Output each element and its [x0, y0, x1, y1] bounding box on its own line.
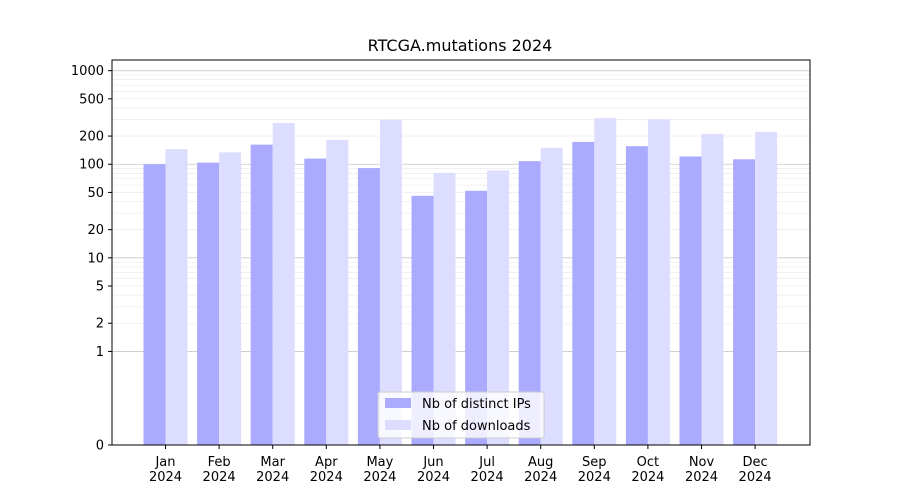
bar-downloads	[755, 131, 778, 445]
y-tick-label: 1000	[71, 64, 104, 79]
x-tick-label: Jun	[422, 455, 443, 470]
x-tick-label: May	[366, 455, 393, 470]
legend-swatch-downloads	[385, 420, 411, 430]
bar-distinct-ips	[304, 158, 327, 445]
x-tick-label: 2024	[363, 470, 396, 485]
bar-downloads	[647, 119, 670, 445]
x-tick-label: Mar	[260, 455, 285, 470]
x-tick-label: Dec	[743, 455, 768, 470]
y-tick-label: 2	[96, 317, 104, 332]
x-tick-label: 2024	[256, 470, 289, 485]
x-tick-label: Nov	[689, 455, 715, 470]
bar-distinct-ips	[465, 190, 488, 445]
bar-downloads	[433, 172, 456, 445]
x-tick-label: 2024	[149, 470, 182, 485]
y-tick-label: 20	[87, 223, 104, 238]
legend-box	[377, 391, 545, 439]
bar-distinct-ips	[572, 141, 595, 445]
x-tick-label: Jan	[154, 455, 175, 470]
y-tick-label: 0	[96, 439, 104, 454]
x-tick-label: 2024	[471, 470, 504, 485]
bar-distinct-ips	[143, 164, 166, 445]
bar-downloads	[379, 119, 402, 445]
x-tick-label: Jul	[478, 455, 495, 470]
chart-title: RTCGA.mutations 2024	[368, 36, 553, 55]
legend: Nb of distinct IPs Nb of downloads	[377, 391, 545, 439]
bar-distinct-ips	[625, 146, 648, 445]
y-axis: 0 1 2 5 10 20 50 100 200 500 1000	[71, 64, 112, 454]
bar-distinct-ips	[250, 144, 273, 445]
x-tick-label: 2024	[631, 470, 664, 485]
bar-downloads	[326, 139, 349, 445]
plot-frame	[111, 59, 811, 446]
x-tick-label: Oct	[637, 455, 659, 470]
x-axis: Jan2024Feb2024Mar2024Apr2024May2024Jun20…	[149, 445, 772, 485]
bar-downloads	[272, 122, 295, 446]
x-tick-label: 2024	[310, 470, 343, 485]
legend-label-downloads: Nb of downloads	[422, 419, 531, 434]
x-tick-label: Sep	[582, 455, 607, 470]
y-tick-label: 200	[79, 130, 104, 145]
bar-distinct-ips	[733, 159, 756, 446]
x-tick-label: 2024	[203, 470, 236, 485]
y-tick-label: 500	[79, 92, 104, 107]
bar-downloads	[165, 149, 188, 445]
bar-downloads	[219, 152, 242, 445]
legend-swatch-ips	[385, 398, 411, 408]
x-tick-label: 2024	[524, 470, 557, 485]
bars	[143, 118, 778, 446]
y-tick-label: 50	[87, 186, 104, 201]
x-tick-label: Feb	[208, 455, 231, 470]
x-tick-label: 2024	[417, 470, 450, 485]
bar-downloads	[487, 170, 510, 445]
x-tick-label: 2024	[739, 470, 772, 485]
y-tick-label: 1	[96, 345, 104, 360]
x-tick-label: Apr	[315, 455, 338, 470]
y-tick-label: 100	[79, 158, 104, 173]
bar-distinct-ips	[197, 162, 220, 445]
bar-downloads	[701, 133, 724, 445]
legend-label-ips: Nb of distinct IPs	[422, 397, 531, 412]
bar-distinct-ips	[357, 168, 380, 445]
bar-distinct-ips	[518, 161, 541, 445]
x-tick-label: Aug	[528, 455, 553, 470]
y-tick-label: 10	[87, 251, 104, 266]
x-tick-label: 2024	[578, 470, 611, 485]
bar-distinct-ips	[679, 156, 702, 446]
bar-distinct-ips	[411, 195, 434, 445]
bar-downloads	[594, 118, 617, 445]
y-tick-label: 5	[96, 280, 104, 295]
x-tick-label: 2024	[685, 470, 718, 485]
bar-downloads	[540, 147, 563, 445]
